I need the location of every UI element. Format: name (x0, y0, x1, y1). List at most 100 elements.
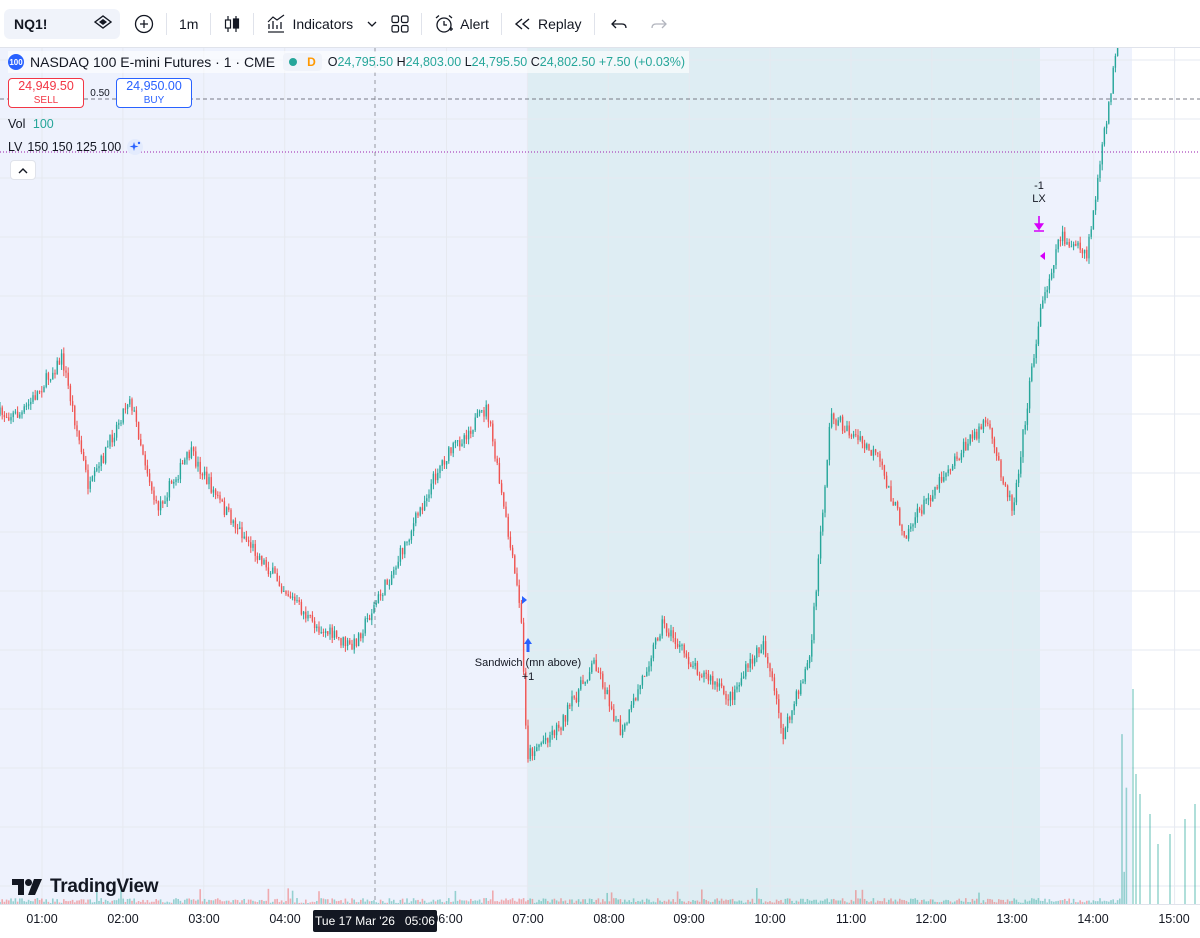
volume-bar (190, 899, 193, 904)
compare-symbol-button[interactable] (126, 7, 162, 41)
candle-body (822, 512, 824, 532)
volume-bar (1064, 898, 1066, 904)
buy-button[interactable]: 24,950.00 BUY (116, 78, 192, 108)
symbol-badge-icon[interactable] (93, 15, 113, 32)
volume-bar (830, 899, 833, 904)
ohlc-values: O24,795.50 H24,803.00 L24,795.50 C24,802… (328, 55, 685, 69)
candle-body (465, 435, 468, 440)
tradingview-logo[interactable]: TradingView (12, 876, 159, 898)
volume-bar (137, 901, 140, 904)
volume-bar (404, 902, 406, 904)
volume-bar (430, 901, 432, 904)
volume-bar (707, 901, 710, 904)
volume-bar (124, 901, 127, 904)
alert-button[interactable]: Alert (426, 7, 497, 41)
volume-bar (742, 902, 745, 904)
volume-bar (210, 900, 212, 904)
candle-body (1061, 231, 1064, 242)
candle-body (115, 424, 118, 438)
status-pill[interactable]: D (283, 53, 322, 71)
candle-body (1112, 67, 1114, 94)
candle-body (1050, 272, 1053, 279)
candle-body (1094, 199, 1097, 211)
undo-button[interactable] (599, 7, 639, 41)
volume-bar (1026, 901, 1029, 904)
volume-bar (1013, 898, 1015, 904)
volume-bar (459, 899, 461, 904)
sell-button[interactable]: 24,949.50 SELL (8, 78, 84, 108)
volume-bar (826, 898, 828, 904)
candle-body (881, 461, 883, 466)
candle-body (113, 437, 116, 443)
volume-bar (179, 900, 182, 904)
candle-body (1004, 483, 1007, 486)
interval-button[interactable]: 1m (171, 7, 206, 41)
volume-bar (1099, 898, 1101, 904)
candle-body (1013, 502, 1015, 511)
crosshair-time: 05:06 (404, 914, 435, 928)
candle-body (1055, 249, 1057, 266)
symbol-legend[interactable]: 100 NASDAQ 100 E-mini Futures · 1 · CME … (8, 51, 690, 73)
volume-bar (78, 900, 80, 904)
layout-button[interactable] (383, 7, 417, 41)
volume-bar (214, 899, 217, 904)
candle-body (234, 520, 237, 529)
alert-label: Alert (460, 15, 489, 32)
chart-type-button[interactable] (215, 7, 249, 41)
candle-body (492, 423, 494, 442)
candle-body (1011, 495, 1013, 511)
volume-bar (896, 901, 899, 904)
candle-body (824, 486, 826, 513)
candle-body (87, 469, 89, 489)
volume-bar (87, 899, 89, 904)
candle-body (188, 451, 190, 458)
templates-dropdown[interactable] (361, 7, 383, 41)
collapse-legend-button[interactable] (10, 160, 36, 180)
indicators-button[interactable]: Indicators (258, 7, 361, 41)
symbol-search-button[interactable]: NQ1! (4, 8, 120, 39)
sparkle-icon[interactable] (127, 139, 144, 155)
volume-bar (797, 901, 800, 904)
volume-bar (107, 900, 109, 904)
candle-body (736, 686, 738, 690)
volume-bar (16, 901, 19, 904)
candle-body (415, 513, 417, 524)
candle-body (19, 414, 21, 418)
redo-button[interactable] (639, 7, 679, 41)
volume-bar (758, 898, 760, 904)
volume-bar (965, 898, 967, 904)
candle-body (751, 658, 754, 664)
volume-bar (483, 898, 485, 904)
volume-bar (676, 891, 679, 904)
symbol-title[interactable]: NASDAQ 100 E-mini Futures · 1 · CME (30, 54, 276, 70)
volume-indicator-legend[interactable]: Vol 100 (8, 117, 54, 131)
toolbar-divider (210, 12, 212, 35)
volume-bar (520, 899, 523, 904)
price-chart[interactable] (0, 48, 1200, 904)
candle-body (855, 434, 857, 436)
lv-indicator-legend[interactable]: LV 150 150 125 100 (8, 139, 144, 155)
candle-body (38, 391, 41, 393)
candle-body (170, 480, 173, 484)
candle-body (661, 619, 663, 636)
candle-body (47, 373, 50, 380)
replay-button[interactable]: Replay (506, 7, 590, 41)
volume-bar (397, 902, 399, 904)
volume-bar (199, 889, 201, 904)
volume-bar (1028, 900, 1031, 904)
candle-body (914, 517, 916, 525)
candle-body (122, 408, 124, 423)
candle-body (925, 499, 927, 501)
candle-body (104, 447, 107, 463)
vol-value: 100 (32, 117, 54, 131)
candle-body (621, 729, 624, 736)
volume-bar (681, 901, 683, 904)
time-axis[interactable]: 01:00 02:00 03:00 04:00 06:00 07:00 08:0… (0, 904, 1200, 938)
chart-pane[interactable]: Sandwich (mn above) +1 -1 LX (0, 48, 1200, 904)
volume-bar (100, 898, 102, 904)
candle-body (349, 640, 351, 644)
volume-bar (782, 902, 784, 904)
volume-bar (393, 899, 395, 904)
volume-bar (690, 901, 692, 904)
chevron-down-icon (367, 21, 377, 27)
